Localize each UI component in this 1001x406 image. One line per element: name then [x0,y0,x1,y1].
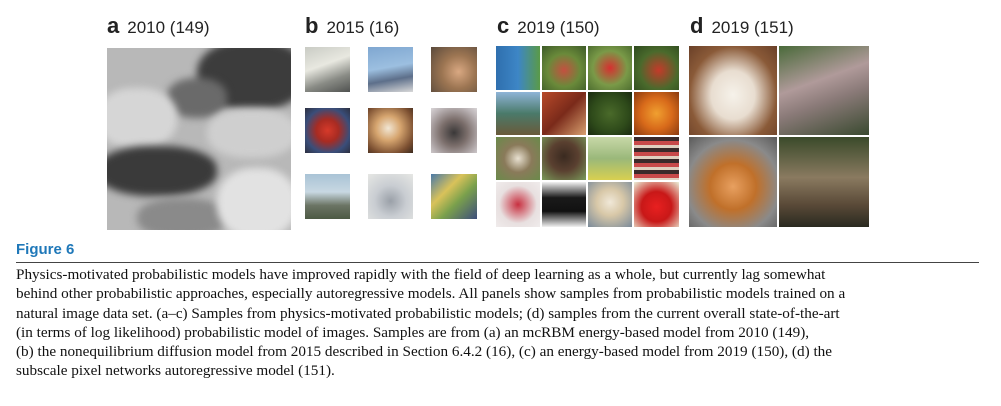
sample-image [588,182,632,227]
sample-image [305,47,350,92]
panel-label-a: a 2010 (149) [107,13,209,39]
panel-label-b: b 2015 (16) [305,13,399,39]
sample-image [542,92,586,135]
sample-image [634,46,679,90]
sample-image [588,137,632,180]
sample-image [368,108,413,153]
caption-line: natural image data set. (a–c) Samples fr… [16,304,840,322]
sample-image [368,47,413,92]
sample-image [496,182,540,227]
sample-image [431,108,477,153]
panel-citation: 2015 (16) [326,18,400,37]
sample-image [431,47,477,92]
sample-image [634,182,679,227]
sample-image [368,174,413,219]
figure-caption: Physics-motivated probabilistic models h… [16,265,984,381]
sample-image [496,46,540,90]
panel-letter: d [690,13,704,38]
caption-divider [16,262,979,263]
sample-image [689,46,777,135]
sample-image [779,46,869,135]
panel-letter: b [305,13,319,38]
sample-image [588,46,632,90]
caption-line: behind other probabilistic approaches, e… [16,285,846,303]
panel-a-sample-image [107,48,291,230]
caption-line: Physics-motivated probabilistic models h… [16,266,826,283]
panel-citation: 2019 (151) [711,18,794,37]
sample-image [634,92,679,135]
caption-line: subscale pixel networks autoregressive m… [16,362,335,380]
sample-image [634,137,679,180]
sample-image [542,46,586,90]
sample-image [305,174,350,219]
panel-label-d: d 2019 (151) [690,13,794,39]
sample-image [689,137,777,227]
sample-image [496,92,540,135]
caption-line: (b) the nonequilibrium diffusion model f… [16,343,832,361]
panel-citation: 2019 (150) [517,18,600,37]
sample-image [542,137,586,180]
sample-image [779,137,869,227]
sample-image [496,137,540,180]
figure-title: Figure 6 [16,241,75,258]
sample-image [431,174,477,219]
panel-citation: 2010 (149) [127,18,210,37]
caption-line: (in terms of log likelihood) probabilist… [16,323,810,341]
panel-letter: c [497,13,510,38]
sample-image [542,182,586,227]
sample-image [588,92,632,135]
panel-letter: a [107,13,120,38]
panel-label-c: c 2019 (150) [497,13,599,39]
sample-image [305,108,350,153]
